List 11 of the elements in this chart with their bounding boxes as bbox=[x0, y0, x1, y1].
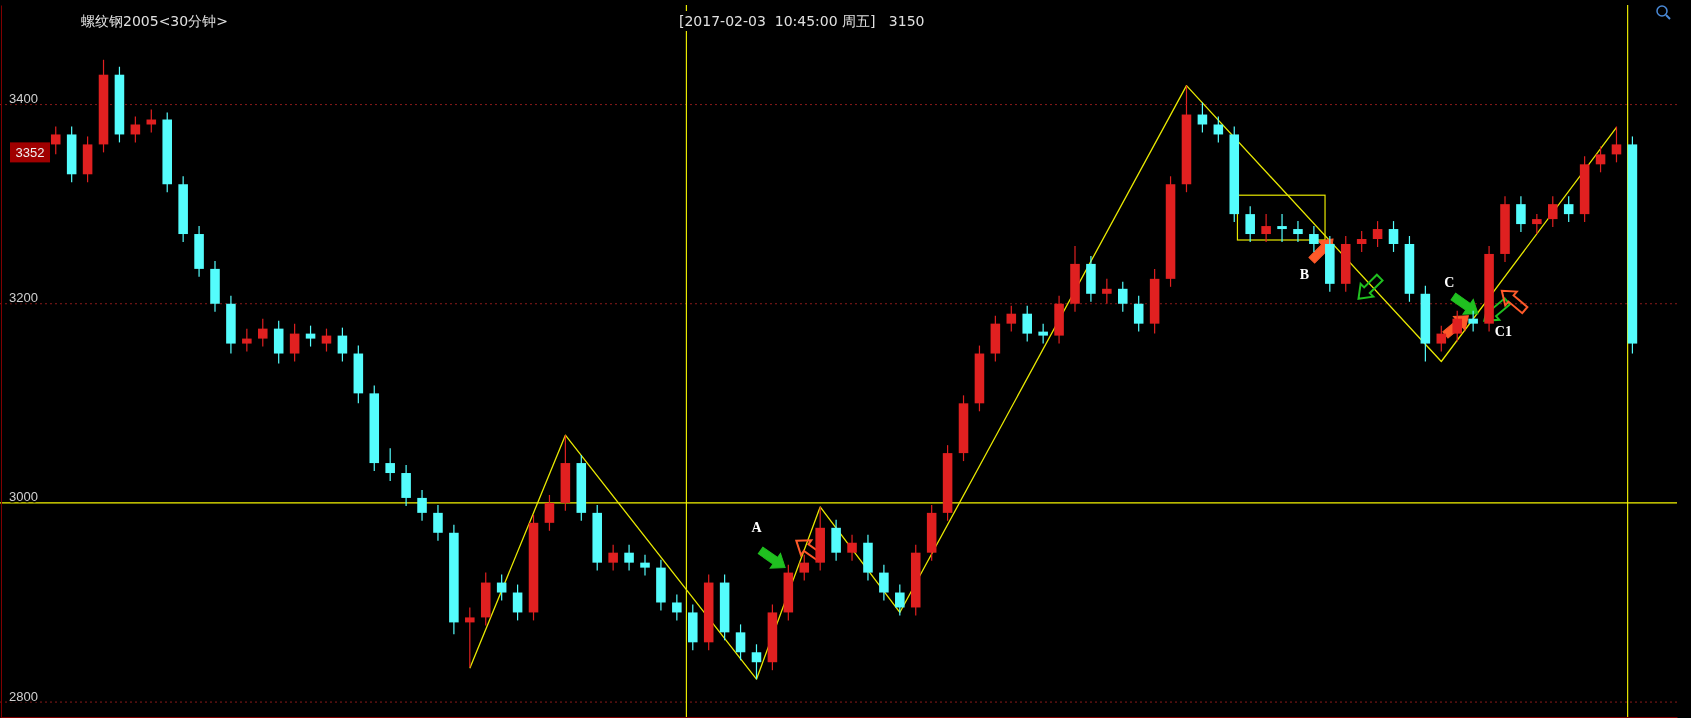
annotation: C1 bbox=[1494, 323, 1512, 339]
y-tick-label: 3200 bbox=[9, 290, 38, 306]
text: [2017-02-03 10:45:00 周五] 3150 bbox=[679, 13, 925, 29]
annotation: A bbox=[751, 519, 763, 535]
y-tick-label: 3400 bbox=[9, 91, 38, 107]
annotation: 3352 bbox=[15, 144, 45, 160]
y-tick-label: 2800 bbox=[9, 688, 38, 704]
y-tick-label: 3000 bbox=[9, 489, 38, 505]
annotation: B bbox=[1299, 266, 1310, 282]
text: 螺纹钢2005<30分钟> bbox=[81, 13, 228, 29]
annotation: C bbox=[1444, 274, 1455, 290]
